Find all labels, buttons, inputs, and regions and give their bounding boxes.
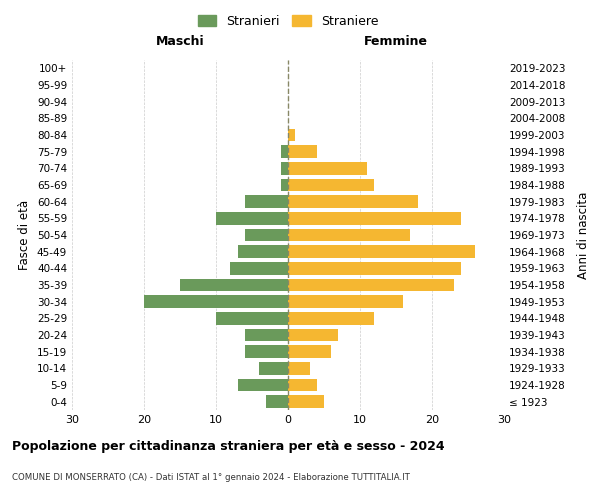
Bar (245, 229, 288, 241)
Bar (288, 146, 317, 158)
Bar (238, 379, 288, 391)
Bar (245, 346, 288, 358)
Bar (288, 279, 454, 291)
Bar (288, 312, 374, 324)
Bar (288, 362, 310, 374)
Bar (288, 196, 418, 208)
Bar (245, 196, 288, 208)
Bar (288, 379, 317, 391)
Bar (281, 179, 288, 191)
Bar (238, 246, 288, 258)
Y-axis label: Anni di nascita: Anni di nascita (577, 192, 590, 278)
Bar (288, 229, 410, 241)
Bar (180, 279, 288, 291)
Bar (288, 296, 403, 308)
Legend: Stranieri, Straniere: Stranieri, Straniere (191, 8, 385, 34)
Bar (144, 296, 288, 308)
Bar (288, 329, 338, 341)
Bar (266, 396, 288, 408)
Bar (288, 212, 461, 224)
Bar (216, 312, 288, 324)
Bar (288, 179, 374, 191)
Bar (288, 246, 475, 258)
Text: COMUNE DI MONSERRATO (CA) - Dati ISTAT al 1° gennaio 2024 - Elaborazione TUTTITA: COMUNE DI MONSERRATO (CA) - Dati ISTAT a… (12, 473, 410, 482)
Bar (288, 262, 461, 274)
Text: Femmine: Femmine (364, 36, 428, 49)
Bar (288, 346, 331, 358)
Bar (288, 162, 367, 174)
Bar (245, 329, 288, 341)
Y-axis label: Fasce di età: Fasce di età (19, 200, 31, 270)
Bar (230, 262, 288, 274)
Text: Maschi: Maschi (155, 36, 205, 49)
Bar (281, 162, 288, 174)
Bar (281, 146, 288, 158)
Text: Popolazione per cittadinanza straniera per età e sesso - 2024: Popolazione per cittadinanza straniera p… (12, 440, 445, 453)
Bar (216, 212, 288, 224)
Bar (259, 362, 288, 374)
Bar (288, 128, 295, 141)
Bar (288, 396, 324, 408)
